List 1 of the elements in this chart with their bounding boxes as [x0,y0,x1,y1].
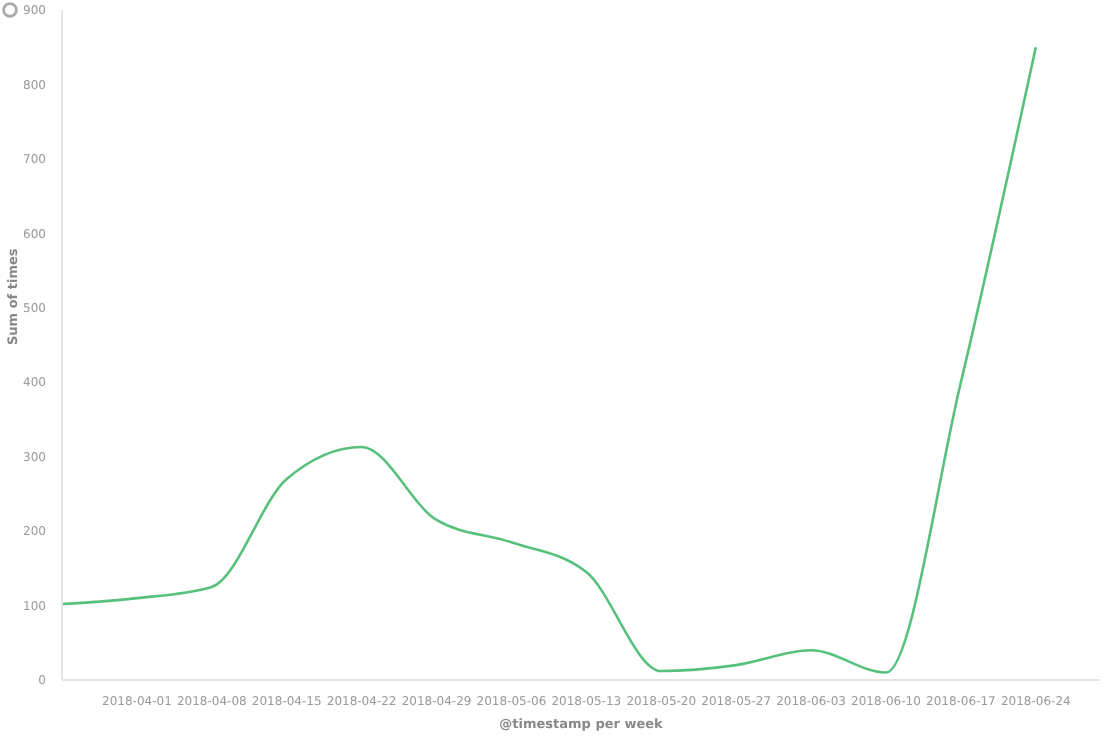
line-series [62,45,1038,674]
